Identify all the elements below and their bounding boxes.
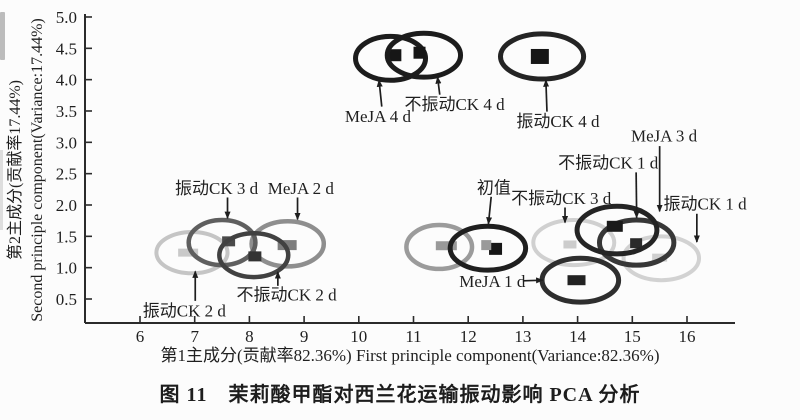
y-axis-title-zh: 第2主成分(贡献率17.44%) — [6, 80, 24, 260]
annotation-label: 不振动CK 4 d — [404, 95, 505, 114]
y-tick-label: 5.0 — [56, 8, 77, 27]
group-ellipse — [574, 203, 660, 257]
group-center-marker — [489, 242, 503, 255]
annotation-arrow — [376, 79, 383, 107]
x-tick-label: 7 — [190, 327, 199, 346]
annotation-label: MeJA 2 d — [268, 179, 335, 198]
y-tick-label: 2.5 — [56, 165, 77, 184]
group-ellipse — [249, 219, 327, 269]
group-ellipse — [384, 30, 464, 80]
group-ellipse — [497, 31, 587, 82]
x-tick-label: 8 — [245, 327, 254, 346]
group-ellipse — [531, 218, 617, 268]
y-axis-title-en: Second principle component(Variance:17.4… — [29, 18, 46, 321]
group-center-marker — [248, 251, 262, 262]
annotation-arrow — [486, 196, 493, 225]
annotation-arrow — [633, 172, 640, 219]
figure-caption: 图 11 茉莉酸甲酯对西兰花运输振动影响 PCA 分析 — [159, 384, 641, 406]
x-tick-label: 15 — [624, 327, 641, 346]
group-center-marker — [530, 48, 549, 64]
group-ellipse — [404, 222, 475, 272]
y-tick-label: 4.0 — [56, 71, 77, 90]
annotation-label: MeJA 4 d — [345, 107, 412, 126]
group-center-marker — [413, 46, 426, 59]
pca-chart: 6 7 8 9 10 11 12 13 14 15 16 0.5 1.0 1.5 2.0 2.5 3.0 3.5 4… — [6, 8, 747, 365]
group-center-marker — [606, 220, 623, 232]
annotation-label: 振动CK 4 d — [516, 112, 600, 131]
y-tick-label: 1.0 — [56, 259, 77, 278]
x-axis-title: 第1主成分(贡献率82.36%) First principle compone… — [160, 346, 659, 365]
annotation-label: 不振动CK 2 d — [237, 286, 338, 305]
y-tick-label: 0.5 — [56, 290, 77, 309]
annotation-arrow — [435, 76, 442, 95]
scan-artifact — [0, 150, 3, 230]
x-tick-label: 9 — [300, 327, 309, 346]
group-center-marker — [563, 240, 577, 249]
x-tick-label: 16 — [679, 327, 696, 346]
group-center-marker — [567, 275, 586, 286]
annotation-arrow — [543, 79, 550, 112]
annotation-label: 不振动CK 3 d — [511, 189, 612, 208]
x-tick-label: 14 — [569, 327, 587, 346]
extra-center-marker — [481, 240, 492, 251]
group-center-marker — [387, 49, 402, 62]
x-tick-label: 6 — [136, 327, 145, 346]
y-tick-label: 4.5 — [56, 39, 77, 58]
group-ellipse — [217, 230, 291, 280]
annotation-label: 初值 — [477, 178, 511, 197]
y-tick-label: 3.5 — [56, 102, 77, 121]
group-center-marker — [435, 241, 457, 251]
x-tick-label: 11 — [405, 327, 421, 346]
group-ellipse — [353, 33, 429, 83]
annotation-arrow — [522, 277, 544, 284]
group-center-marker — [630, 238, 643, 249]
annotation-label: 振动CK 3 d — [175, 179, 259, 198]
annotation-label: 振动CK 2 d — [143, 301, 227, 320]
group-ellipse — [447, 223, 529, 273]
y-tick-label: 1.5 — [56, 227, 77, 246]
group-ellipse — [621, 234, 702, 283]
annotation-label: MeJA 3 d — [631, 126, 698, 145]
group-center-marker — [178, 248, 199, 257]
scan-artifact — [0, 12, 5, 60]
annotation-label: MeJA 1 d — [459, 272, 526, 291]
y-tick-label: 3.0 — [56, 133, 77, 152]
x-tick-label: 12 — [460, 327, 477, 346]
annotation-label: 振动CK 1 d — [663, 195, 747, 214]
x-tick-label: 10 — [350, 327, 367, 346]
annotation-label: 不振动CK 1 d — [558, 153, 659, 172]
y-tick-label: 2.0 — [56, 196, 77, 215]
group-ellipse — [596, 217, 677, 268]
x-tick-label: 13 — [514, 327, 531, 346]
